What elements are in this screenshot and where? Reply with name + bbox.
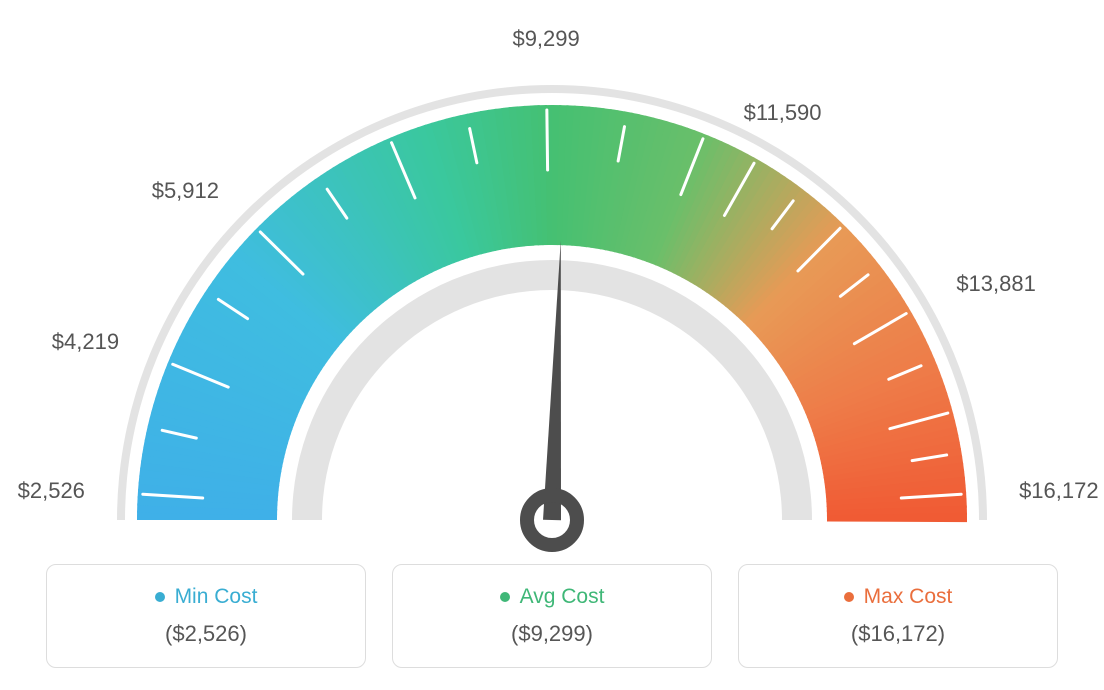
scale-label: $5,912 (152, 178, 219, 204)
scale-label: $2,526 (18, 478, 85, 504)
scale-label: $11,590 (744, 100, 822, 126)
scale-label: $9,299 (512, 26, 579, 52)
legend-row: Min Cost ($2,526) Avg Cost ($9,299) Max … (46, 564, 1058, 668)
legend-value-max: ($16,172) (851, 621, 945, 647)
scale-label: $4,219 (52, 329, 119, 355)
gauge-chart: $2,526$4,219$5,912$9,299$11,590$13,881$1… (52, 20, 1052, 560)
legend-dot-max (844, 592, 854, 602)
legend-dot-min (155, 592, 165, 602)
legend-value-avg: ($9,299) (511, 621, 593, 647)
legend-title-min: Min Cost (155, 585, 258, 609)
legend-label-max: Max Cost (864, 585, 953, 609)
legend-dot-avg (500, 592, 510, 602)
gauge-svg (52, 20, 1052, 560)
scale-label: $13,881 (956, 271, 1036, 297)
scale-label: $16,172 (1019, 478, 1099, 504)
legend-label-avg: Avg Cost (520, 585, 605, 609)
legend-card-min: Min Cost ($2,526) (46, 564, 366, 668)
legend-title-max: Max Cost (844, 585, 953, 609)
legend-card-avg: Avg Cost ($9,299) (392, 564, 712, 668)
legend-label-min: Min Cost (175, 585, 258, 609)
legend-title-avg: Avg Cost (500, 585, 605, 609)
legend-value-min: ($2,526) (165, 621, 247, 647)
legend-card-max: Max Cost ($16,172) (738, 564, 1058, 668)
